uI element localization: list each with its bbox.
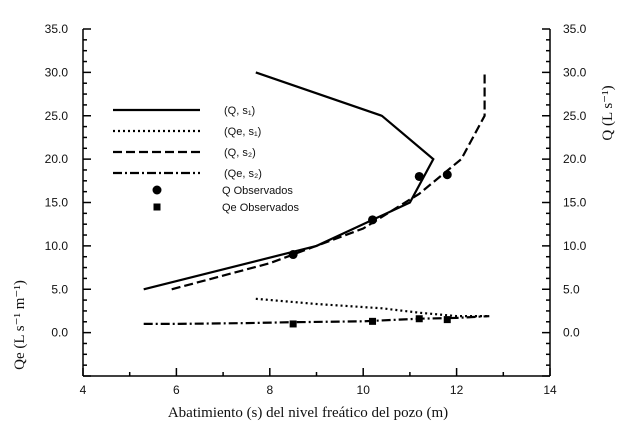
right-y-tick-label: 0.0	[563, 326, 580, 340]
series-line-2	[171, 72, 486, 291]
left-y-tick-label: 15.0	[45, 196, 69, 210]
qe-observed-point	[415, 315, 423, 323]
legend-label-0: (Q, s₁)	[224, 105, 255, 117]
x-tick-label: 6	[173, 383, 180, 397]
legend: (Q, s₁) (Qe, s₁) (Q, s₂) (Qe, s₂) Q Observad…	[113, 105, 300, 214]
x-tick-label: 14	[543, 383, 557, 397]
q-observed-point	[368, 215, 378, 225]
left-y-tick-label: 10.0	[45, 239, 69, 253]
right-y-tick-label: 15.0	[563, 196, 587, 210]
x-tick-label: 4	[80, 383, 87, 397]
right-y-tick-label: 30.0	[563, 65, 587, 79]
observed-markers	[288, 170, 452, 328]
legend-label-1: (Qe, s₁)	[224, 126, 261, 138]
right-y-tick-label: 35.0	[563, 22, 587, 36]
legend-label-2: (Q, s₂)	[224, 147, 256, 159]
right-y-axis-title: Q (L s⁻¹)	[600, 85, 616, 140]
legend-marker-square	[153, 203, 161, 211]
right-y-tick-label: 5.0	[563, 282, 580, 296]
qe-observed-point	[443, 316, 451, 324]
left-y-tick-label: 0.0	[51, 326, 68, 340]
q-observed-point	[288, 250, 298, 260]
x-tick-label: 10	[357, 383, 371, 397]
series-line-3	[143, 315, 490, 325]
x-tick-label: 12	[450, 383, 464, 397]
left-y-tick-label: 20.0	[45, 152, 69, 166]
x-axis-title: Abatimiento (s) del nivel freático del p…	[168, 405, 448, 421]
qe-observed-point	[369, 317, 377, 325]
tick-marks	[82, 28, 551, 377]
qe-observed-point	[289, 320, 297, 328]
left-y-tick-label: 35.0	[45, 22, 69, 36]
right-y-tick-label: 20.0	[563, 152, 587, 166]
axes	[82, 29, 551, 377]
right-y-tick-label: 10.0	[563, 239, 587, 253]
right-y-tick-label: 25.0	[563, 109, 587, 123]
q-observed-point	[442, 170, 452, 180]
legend-label-4: Q Observados	[222, 185, 293, 197]
tick-labels: 0.0 0.0 5.0 5.0 10.0 10.0 15.0 15.0 20.0 20.0 25.0…	[45, 22, 587, 397]
x-tick-label: 8	[266, 383, 273, 397]
legend-marker-circle	[152, 185, 162, 195]
series-line-0	[143, 71, 435, 291]
legend-label-5: Qe Observados	[222, 202, 300, 214]
left-y-axis-title: Qe (L s⁻¹ m⁻¹)	[12, 280, 28, 370]
left-y-tick-label: 30.0	[45, 65, 69, 79]
q-observed-point	[414, 171, 424, 181]
left-y-tick-label: 25.0	[45, 109, 69, 123]
left-y-tick-label: 5.0	[51, 282, 68, 296]
legend-label-3: (Qe, s₂)	[224, 168, 262, 180]
series-line-1	[255, 297, 490, 318]
